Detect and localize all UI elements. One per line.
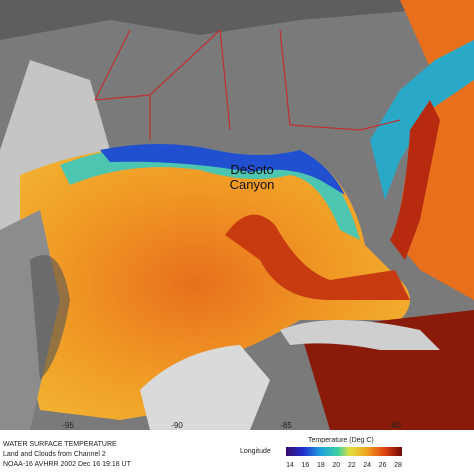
colorbar-tick-label: 22 [348, 462, 356, 469]
caption-line: Land and Clouds from Channel 2 [3, 451, 106, 458]
longitude-tick-label: -95 [62, 421, 74, 430]
longitude-tick-label: -90 [171, 421, 183, 430]
colorbar-label: Temperature (Deg C) [308, 437, 374, 444]
longitude-ticks: -95 -90 -85 -80 [62, 421, 401, 430]
longitude-tick-label: -80 [389, 421, 401, 430]
longitude-label: Longitude [240, 448, 271, 455]
colorbar-tick-label: 14 [286, 462, 294, 469]
annotation: DeSoto Canyon [230, 162, 275, 192]
colorbar-tick-label: 18 [317, 462, 325, 469]
colorbar-ticks: 14 16 18 20 22 24 26 28 [286, 462, 402, 469]
caption-line: WATER SURFACE TEMPERATURE [3, 441, 117, 448]
map-imagery [0, 0, 474, 430]
longitude-tick-label: -85 [280, 421, 292, 430]
colorbar-tick-label: 16 [302, 462, 310, 469]
colorbar [286, 447, 402, 456]
colorbar-tick-label: 26 [379, 462, 387, 469]
colorbar-tick-label: 24 [363, 462, 371, 469]
caption-line: NOAA-16 AVHRR 2002 Dec 16 19:18 UT [3, 461, 132, 468]
colorbar-tick-label: 20 [332, 462, 340, 469]
colorbar-tick-label: 28 [394, 462, 402, 469]
